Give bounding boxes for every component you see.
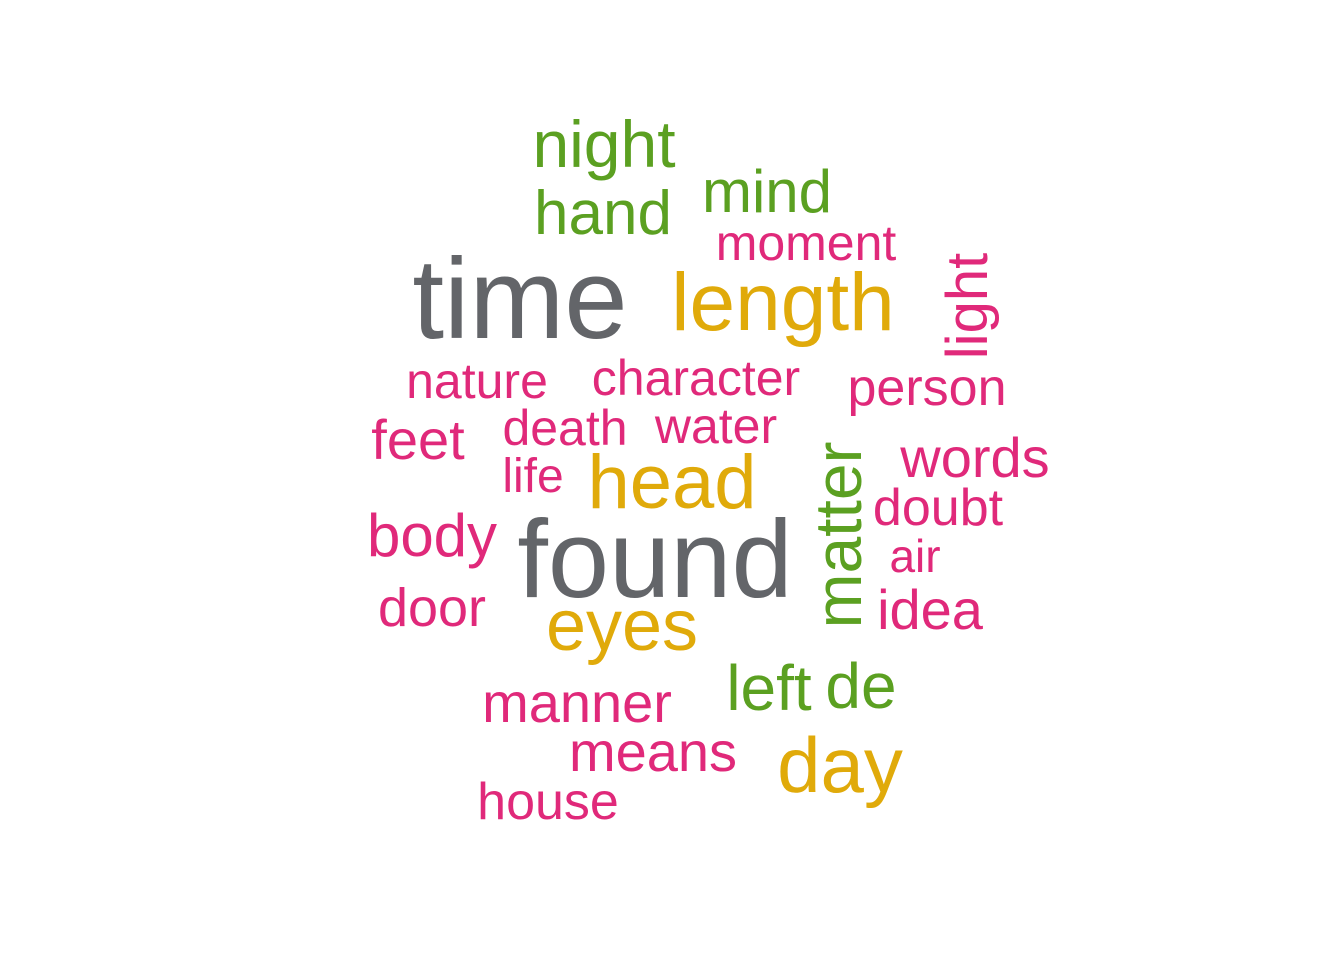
word-idea: idea — [877, 578, 983, 641]
word-means: means — [568, 720, 738, 783]
word-water: water — [654, 398, 778, 454]
word-house: house — [477, 773, 619, 831]
word-light: light — [935, 252, 1000, 360]
word-character: character — [591, 350, 801, 406]
word-death: death — [502, 400, 628, 456]
word-length: length — [671, 257, 895, 348]
word-feet: feet — [371, 408, 465, 471]
word-doubt: doubt — [872, 479, 1004, 537]
word-door: door — [377, 578, 487, 638]
word-person: person — [847, 359, 1007, 417]
word-head: head — [587, 440, 757, 525]
word-mind: mind — [701, 158, 833, 225]
word-de: de — [825, 650, 897, 722]
word-matter: matter — [801, 441, 875, 629]
word-manner: manner — [482, 671, 672, 734]
word-words: words — [900, 426, 1050, 489]
word-life: life — [502, 450, 564, 503]
word-time: time — [412, 236, 628, 363]
word-night: night — [532, 107, 676, 181]
word-moment: moment — [715, 215, 897, 271]
word-eyes: eyes — [545, 586, 699, 666]
word-body: body — [366, 502, 498, 569]
word-left: left — [726, 652, 812, 724]
word-hand: hand — [534, 179, 672, 248]
word-air: air — [889, 530, 941, 582]
word-nature: nature — [406, 353, 548, 409]
word-found: found — [517, 498, 793, 621]
word-day: day — [777, 721, 903, 809]
